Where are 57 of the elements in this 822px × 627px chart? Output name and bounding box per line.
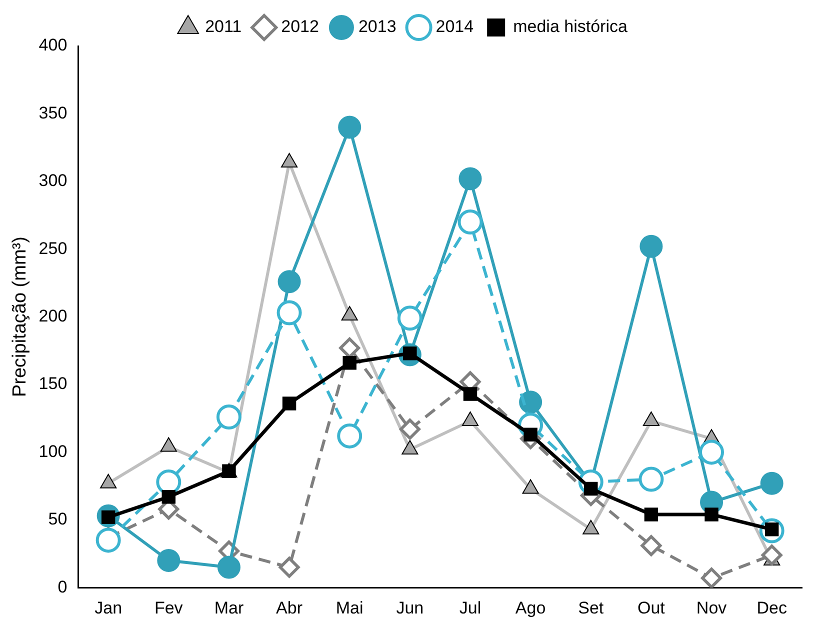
y-tick-label: 400 [38,36,68,55]
y-tick-label: 250 [38,238,68,258]
x-tick-label: Set [578,598,604,618]
point [96,528,121,553]
y-axis-title: Precipitação (mm³) [10,236,31,398]
legend-label: 2012 [281,17,319,36]
y-tick-label: 200 [38,306,68,326]
point [458,210,483,235]
point [162,490,176,504]
x-tick-label: Fev [154,598,184,618]
point [397,306,422,331]
x-tick-label: Out [638,598,666,618]
x-tick-label: Jul [459,598,482,618]
point [217,556,240,579]
point [282,396,296,410]
point [276,300,302,326]
point [644,508,658,522]
y-tick-label: 50 [48,510,68,529]
x-tick-label: Ago [515,598,546,618]
point [524,428,538,442]
point [463,387,478,401]
x-tick-label: Jan [94,598,122,618]
x-tick-label: Dec [756,598,788,618]
point [278,556,300,578]
legend-label: 2014 [436,17,474,36]
y-tick-label: 150 [38,374,68,394]
point [342,356,356,370]
point [704,508,718,522]
x-tick-label: Jun [396,598,424,618]
y-tick-label: 350 [38,103,68,122]
x-tick-label: Abr [276,598,303,618]
point [701,568,722,588]
y-tick-label: 0 [58,577,68,596]
legend-label: media histórica [513,17,628,36]
point [640,234,663,258]
point [519,390,542,414]
x-tick-label: Nov [696,598,728,618]
point [699,440,724,465]
point [640,535,662,556]
point [760,472,784,495]
point [216,404,242,430]
point [337,423,362,448]
point [638,466,664,492]
point [584,482,598,496]
point [278,270,301,294]
legend-label: 2013 [358,17,396,36]
legend-label: 2011 [205,17,242,36]
x-tick-label: Mar [214,598,244,618]
y-tick-label: 300 [38,171,68,190]
point [458,167,482,190]
point [338,116,362,139]
point [157,549,180,572]
x-tick-label: Mai [336,598,364,618]
point [399,418,420,440]
point [156,469,182,494]
point [761,544,782,566]
y-tick-label: 100 [38,442,68,461]
